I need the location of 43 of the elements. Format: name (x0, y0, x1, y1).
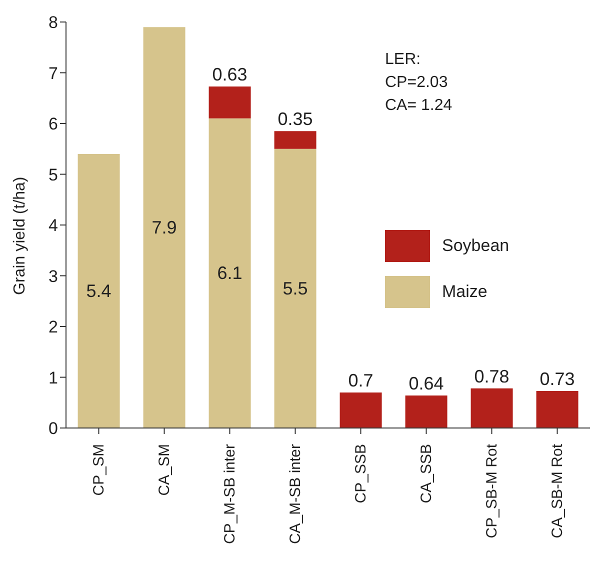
x-tick-label: CA_M-SB inter (286, 444, 304, 544)
data-label: 0.63 (212, 64, 248, 84)
x-tick-label: CA_SM (156, 444, 173, 496)
x-tick-label: CP_SB-M Rot (483, 443, 500, 538)
x-tick-label: CP_M-SB inter (221, 444, 238, 544)
y-tick-label: 8 (48, 13, 58, 32)
data-label: 0.73 (540, 368, 575, 389)
y-tick-label: 6 (48, 114, 58, 134)
annotation: LER: (385, 50, 422, 70)
annotation: CA= 1.24 (385, 96, 452, 116)
x-tick-label: CA_SB-M Rot (548, 443, 566, 538)
y-tick-label: 7 (48, 64, 58, 83)
bar (208, 118, 251, 428)
data-label: 0.35 (278, 109, 313, 130)
bar (78, 154, 120, 428)
y-tick-label: 2 (48, 318, 58, 337)
y-tick-label: 1 (48, 368, 58, 388)
y-tick-label: 5 (48, 165, 58, 184)
annotation: CP=2.03 (385, 73, 449, 93)
y-tick-label: 0 (48, 419, 58, 438)
x-tick-label: CP_SSB (352, 444, 370, 504)
data-label: 6.1 (217, 263, 242, 284)
x-tick-label: CA_SSB (418, 444, 435, 504)
y-tick-label: 3 (48, 266, 58, 286)
y-tick-label: 4 (48, 216, 58, 236)
data-label: 0.64 (408, 374, 444, 394)
bar (536, 390, 578, 428)
data-label: 7.9 (152, 218, 177, 238)
data-label: 0.7 (348, 370, 374, 390)
x-tick-label: CP_SM (90, 444, 108, 496)
bar (274, 148, 316, 428)
data-label: 0.78 (474, 366, 510, 386)
y-axis-title: Grain yield (t/ha) (12, 176, 29, 295)
bar (470, 388, 513, 428)
legend-label: Soybean (442, 236, 510, 256)
data-label: 5.4 (86, 280, 112, 301)
bar (340, 392, 382, 428)
data-label: 5.5 (282, 278, 308, 298)
bar (208, 86, 251, 118)
bar (143, 27, 186, 428)
bar (274, 131, 316, 149)
bar (405, 396, 448, 428)
legend-label: Maize (442, 282, 488, 302)
